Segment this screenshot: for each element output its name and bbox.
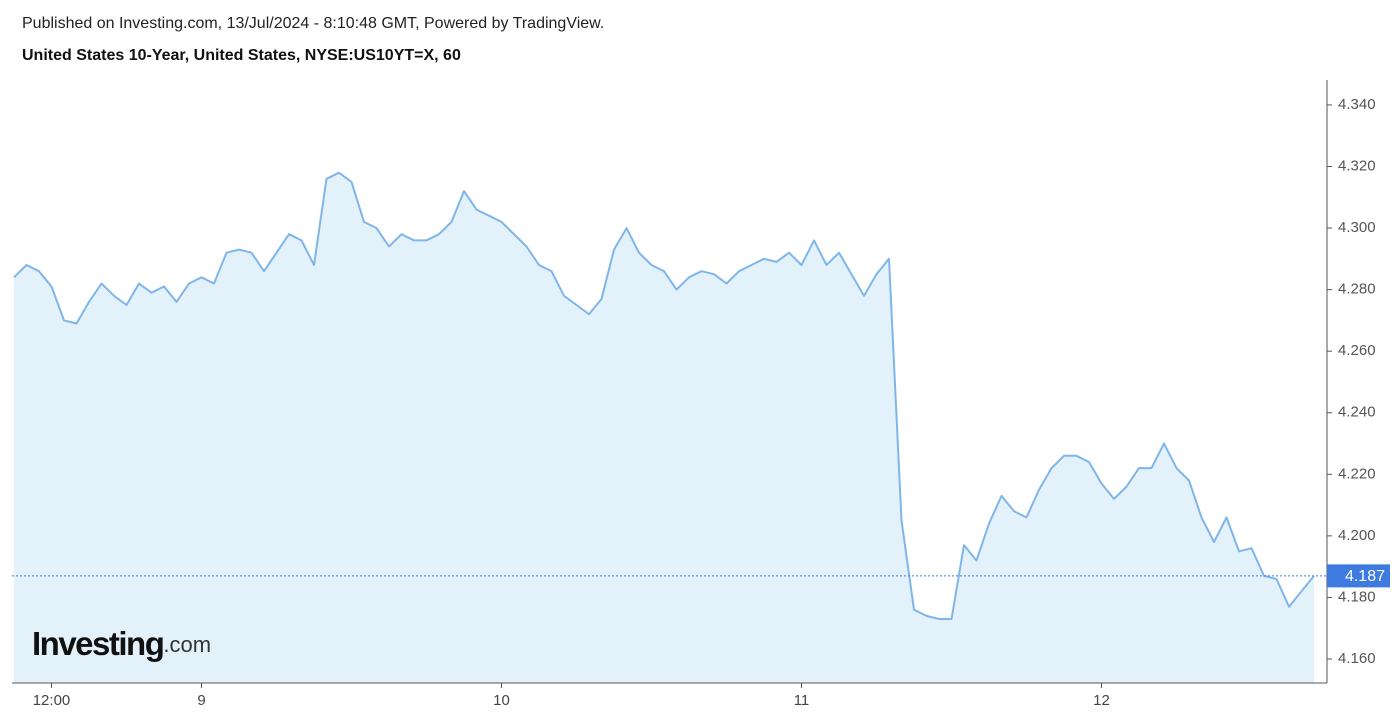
y-tick-label: 4.320 — [1338, 157, 1376, 174]
y-tick-label: 4.200 — [1338, 527, 1376, 544]
x-tick-label: 12 — [1093, 692, 1110, 709]
y-tick-label: 4.240 — [1338, 404, 1376, 421]
x-tick-label: 11 — [794, 692, 810, 709]
x-tick-label: 10 — [493, 692, 510, 709]
last-price-label: 4.187 — [1345, 568, 1385, 585]
y-tick-label: 4.180 — [1338, 588, 1376, 605]
y-tick-label: 4.280 — [1338, 281, 1376, 298]
watermark-suffix: .com — [163, 632, 211, 657]
watermark-brand: Investing — [32, 625, 163, 662]
x-tick-label: 9 — [197, 692, 205, 709]
y-tick-label: 4.340 — [1338, 96, 1376, 113]
y-tick-label: 4.260 — [1338, 342, 1376, 359]
last-price-badge — [1327, 564, 1390, 588]
area-fill — [14, 172, 1314, 683]
x-tick-label: 12:00 — [33, 692, 71, 709]
plot-area: 4.160 4.180 4.200 4.220 4.240 4.260 4.280 4.300… — [12, 80, 1390, 709]
y-tick-label: 4.160 — [1338, 650, 1376, 667]
chart-title: United States 10-Year, United States, NY… — [22, 47, 461, 64]
y-tick-label: 4.220 — [1338, 465, 1376, 482]
published-note: Published on Investing.com, 13/Jul/2024 … — [22, 15, 604, 32]
y-tick-label: 4.300 — [1338, 219, 1376, 236]
price-line — [13, 171, 1315, 620]
watermark: Investing.com — [32, 625, 211, 662]
